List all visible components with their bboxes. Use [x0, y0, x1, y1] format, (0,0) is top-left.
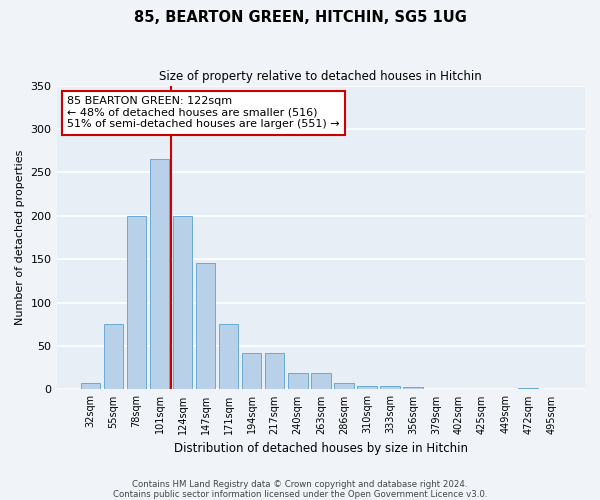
Text: 85, BEARTON GREEN, HITCHIN, SG5 1UG: 85, BEARTON GREEN, HITCHIN, SG5 1UG [134, 10, 466, 25]
Bar [380, 386, 400, 390]
Text: Contains HM Land Registry data © Crown copyright and database right 2024.
Contai: Contains HM Land Registry data © Crown c… [113, 480, 487, 499]
Bar [311, 373, 331, 390]
Bar [334, 384, 353, 390]
Bar [242, 353, 262, 390]
Y-axis label: Number of detached properties: Number of detached properties [15, 150, 25, 325]
Bar [104, 324, 123, 390]
Bar [288, 373, 308, 390]
Bar [149, 160, 169, 390]
Bar [265, 353, 284, 390]
X-axis label: Distribution of detached houses by size in Hitchin: Distribution of detached houses by size … [174, 442, 468, 455]
Text: 85 BEARTON GREEN: 122sqm
← 48% of detached houses are smaller (516)
51% of semi-: 85 BEARTON GREEN: 122sqm ← 48% of detach… [67, 96, 340, 130]
Bar [80, 384, 100, 390]
Bar [173, 216, 193, 390]
Bar [127, 216, 146, 390]
Bar [196, 262, 215, 390]
Bar [219, 324, 238, 390]
Title: Size of property relative to detached houses in Hitchin: Size of property relative to detached ho… [160, 70, 482, 83]
Bar [403, 387, 423, 390]
Bar [357, 386, 377, 390]
Bar [518, 388, 538, 390]
